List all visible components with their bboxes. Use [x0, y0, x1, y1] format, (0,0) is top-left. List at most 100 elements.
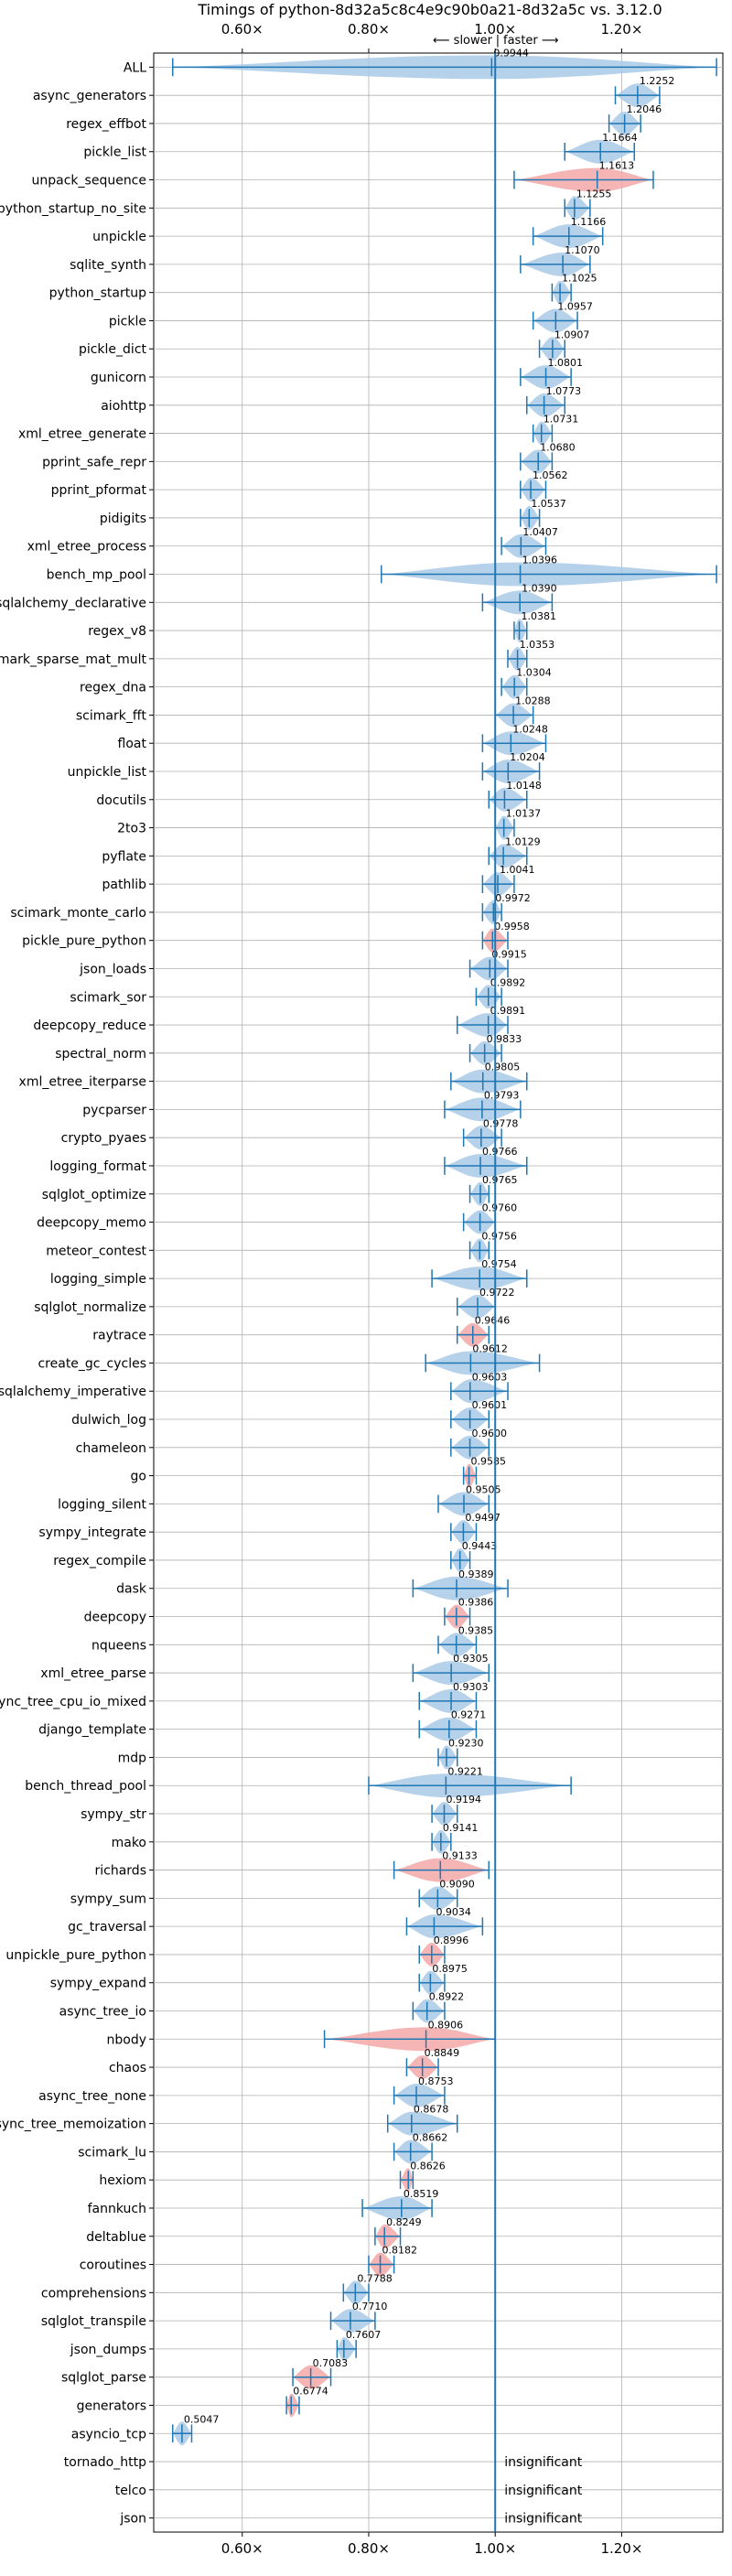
category-label: pickle_list — [83, 146, 146, 160]
category-label: regex_v8 — [88, 624, 146, 639]
category-label: spectral_norm — [55, 1047, 146, 1062]
category-label: unpack_sequence — [32, 174, 146, 189]
value-label: 1.0288 — [515, 695, 551, 706]
category-label: async_tree_memoization — [0, 2118, 146, 2132]
value-label: 0.8519 — [404, 2188, 439, 2200]
value-label: 1.0137 — [506, 808, 542, 820]
value-label: 0.9765 — [482, 1174, 518, 1186]
value-label: 1.0129 — [505, 835, 541, 847]
category-label: comprehensions — [41, 2286, 146, 2301]
value-label: 0.7710 — [352, 2301, 388, 2312]
value-label: 0.9958 — [494, 921, 530, 932]
category-label: chaos — [109, 2061, 146, 2075]
category-label: sqlglot_optimize — [42, 1188, 146, 1202]
x-tick-label-bottom: 0.80× — [348, 2540, 390, 2557]
category-label: python_startup — [49, 286, 146, 301]
value-label: 0.9756 — [481, 1230, 517, 1242]
value-label: 1.0148 — [506, 780, 542, 792]
category-label: fannkuch — [88, 2202, 146, 2216]
category-label: sqlalchemy_declarative — [0, 596, 146, 610]
value-label: 0.8753 — [418, 2075, 454, 2087]
value-label: 1.1070 — [565, 244, 600, 256]
value-label: 0.9221 — [447, 1765, 482, 1777]
category-label: bench_mp_pool — [47, 568, 146, 583]
value-label: 0.8249 — [386, 2216, 422, 2228]
category-label: ALL — [124, 60, 146, 75]
value-label: 0.8662 — [413, 2131, 448, 2143]
category-label: scimark_monte_carlo — [10, 906, 146, 921]
category-label: sqlalchemy_imperative — [0, 1385, 146, 1399]
value-label: 0.9600 — [472, 1428, 508, 1439]
value-label: 0.9271 — [451, 1709, 487, 1721]
value-label: 0.9443 — [462, 1540, 497, 1552]
category-label: float — [118, 737, 147, 751]
category-label: deltablue — [86, 2230, 146, 2245]
category-label: json_loads — [79, 962, 146, 976]
value-label: 0.8922 — [429, 1991, 465, 2003]
value-label: 1.0381 — [522, 610, 557, 622]
category-label: xml_etree_iterparse — [19, 1075, 146, 1090]
category-label: dulwich_log — [71, 1413, 146, 1428]
value-label: 0.7607 — [346, 2329, 382, 2341]
category-label: hexiom — [99, 2173, 146, 2188]
slower-note: ⟵ slower — [433, 34, 493, 48]
value-label: 0.8626 — [410, 2160, 446, 2172]
category-label: create_gc_cycles — [38, 1356, 146, 1371]
value-label: 0.9646 — [475, 1315, 511, 1327]
category-label: python_startup_no_site — [0, 201, 146, 216]
category-label: go — [131, 1470, 146, 1484]
value-label: 0.9915 — [491, 949, 527, 961]
category-label: tornado_http — [64, 2455, 146, 2470]
category-label: sqlite_synth — [70, 258, 146, 273]
category-label: xml_etree_process — [27, 540, 146, 555]
value-label: 1.1025 — [562, 273, 597, 285]
category-label: xml_etree_generate — [18, 427, 146, 442]
value-label: 1.0537 — [531, 498, 566, 510]
category-label: async_tree_cpu_io_mixed — [0, 1695, 146, 1709]
category-label: pyflate — [102, 849, 146, 864]
value-label: 1.0562 — [533, 469, 568, 481]
value-label: 1.0396 — [522, 555, 558, 566]
value-label: 1.0801 — [548, 357, 584, 369]
category-label: asyncio_tcp — [71, 2427, 146, 2441]
value-label: 1.0680 — [540, 441, 576, 453]
value-label: 0.9034 — [436, 1906, 471, 1918]
category-label: deepcopy_memo — [37, 1216, 146, 1231]
value-label: 0.9386 — [458, 1597, 493, 1609]
category-label: async_tree_io — [59, 2004, 146, 2019]
category-label: coroutines — [80, 2258, 146, 2273]
category-label: scimark_sor — [70, 990, 146, 1005]
value-label: 0.8906 — [428, 2019, 464, 2031]
value-label: 0.9230 — [448, 1738, 484, 1750]
category-label: pickle — [109, 314, 146, 329]
value-label: 0.9389 — [458, 1568, 494, 1580]
category-label: telco — [115, 2484, 146, 2498]
x-tick-label-top: 1.20× — [600, 21, 642, 38]
value-label: 1.0204 — [510, 751, 545, 763]
category-label: scimark_sparse_mat_mult — [0, 652, 147, 667]
category-label: logging_format — [49, 1159, 146, 1174]
category-label: regex_effbot — [66, 117, 146, 132]
insignificant-label: insignificant — [504, 2512, 583, 2527]
category-label: richards — [95, 1864, 147, 1879]
value-label: 0.9891 — [490, 1005, 526, 1017]
value-label: 0.9603 — [472, 1371, 508, 1383]
category-label: chameleon — [76, 1441, 146, 1456]
category-label: gunicorn — [91, 371, 146, 385]
category-label: xml_etree_parse — [40, 1666, 146, 1681]
value-label: 1.1255 — [576, 188, 612, 199]
category-label: meteor_contest — [46, 1244, 146, 1258]
value-label: 0.5047 — [184, 2413, 220, 2425]
value-label: 0.9303 — [453, 1681, 489, 1693]
value-label: 0.6774 — [293, 2386, 328, 2398]
category-label: sqlglot_transpile — [41, 2314, 146, 2329]
value-label: 0.9805 — [485, 1062, 521, 1073]
x-tick-label-bottom: 0.60× — [221, 2540, 264, 2557]
value-label: 1.0248 — [512, 723, 548, 735]
x-tick-label-bottom: 1.20× — [600, 2540, 642, 2557]
value-label: 1.0304 — [516, 667, 552, 679]
value-label: 0.9754 — [481, 1258, 517, 1270]
value-label: 0.9194 — [446, 1794, 481, 1805]
category-label: pprint_pformat — [51, 483, 147, 498]
